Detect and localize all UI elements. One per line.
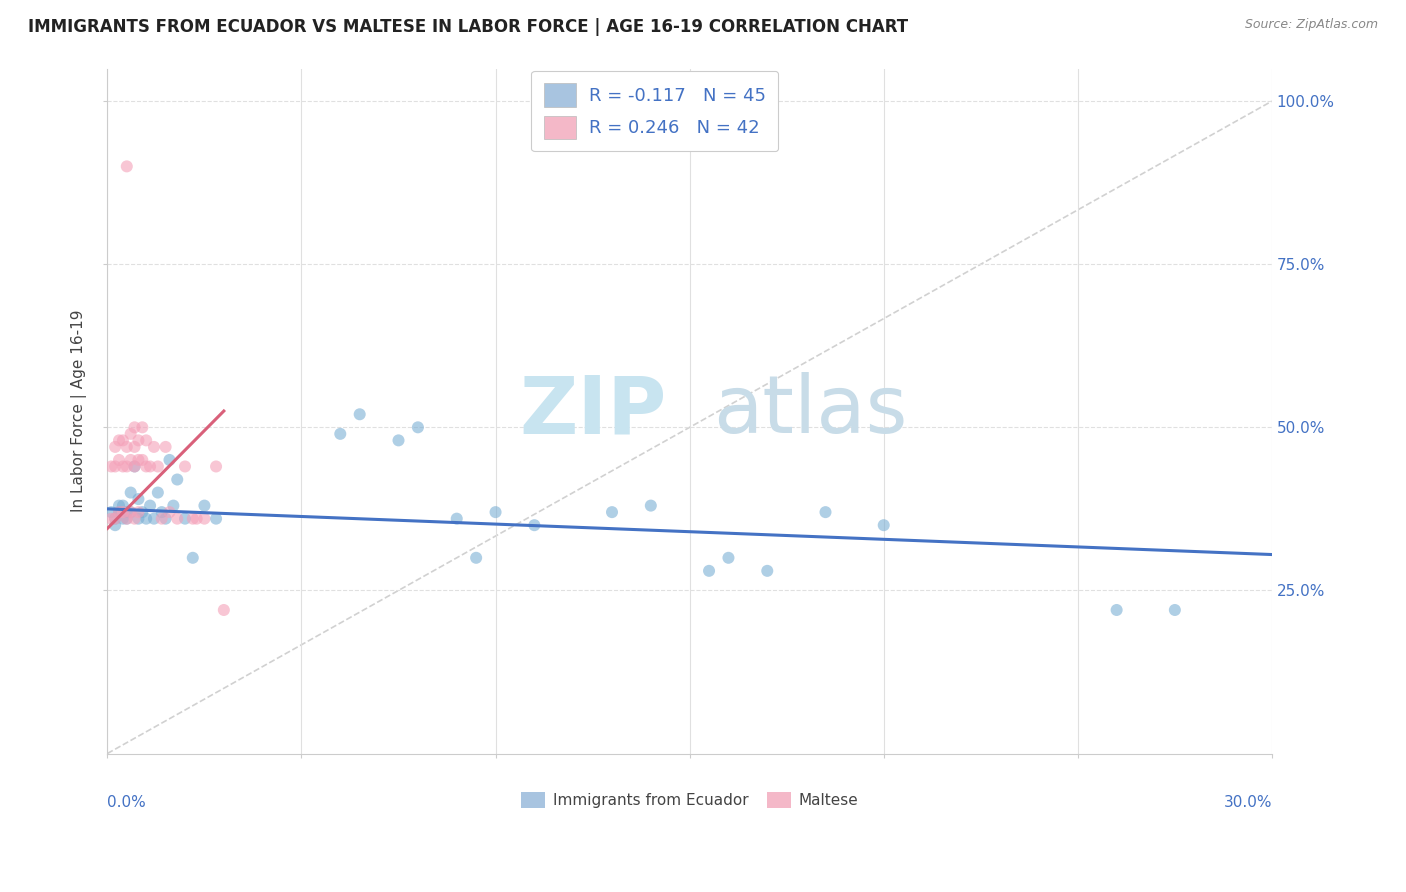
Point (111, 499, 134, 513)
Point (166, 473, 188, 487)
Point (124, 459, 146, 474)
Point (150, 511, 173, 525)
Point (814, 505, 837, 519)
Point (143, 440, 166, 454)
Point (115, 440, 138, 454)
Point (100, 511, 122, 525)
Point (1164, 603, 1187, 617)
Point (115, 459, 138, 474)
Point (146, 485, 169, 500)
Point (166, 511, 188, 525)
Point (115, 511, 138, 525)
Point (150, 505, 173, 519)
Point (115, 160, 138, 174)
Point (446, 511, 468, 525)
Text: IMMIGRANTS FROM ECUADOR VS MALTESE IN LABOR FORCE | AGE 16-19 CORRELATION CHART: IMMIGRANTS FROM ECUADOR VS MALTESE IN LA… (28, 18, 908, 36)
Point (139, 459, 162, 474)
Point (484, 505, 506, 519)
Point (120, 505, 142, 519)
Point (124, 420, 146, 434)
Point (155, 511, 177, 525)
Point (139, 499, 162, 513)
Point (127, 492, 149, 507)
Point (181, 511, 204, 525)
Point (115, 505, 138, 519)
Point (212, 603, 235, 617)
Point (697, 564, 720, 578)
Legend: Immigrants from Ecuador, Maltese: Immigrants from Ecuador, Maltese (515, 786, 865, 814)
Point (104, 511, 127, 525)
Point (756, 564, 779, 578)
Point (111, 505, 134, 519)
Point (104, 518, 127, 533)
Point (124, 459, 146, 474)
Point (155, 440, 177, 454)
Point (127, 505, 149, 519)
Point (127, 434, 149, 448)
Point (124, 511, 146, 525)
Point (640, 499, 662, 513)
Point (120, 453, 142, 467)
Point (873, 518, 896, 533)
Point (108, 453, 131, 467)
Point (120, 505, 142, 519)
Point (465, 550, 488, 565)
Point (193, 511, 215, 525)
Point (159, 505, 181, 519)
Point (600, 505, 623, 519)
Point (131, 420, 153, 434)
Point (162, 499, 184, 513)
Text: ZIP: ZIP (519, 372, 666, 450)
Point (111, 459, 134, 474)
Point (124, 440, 146, 454)
Point (387, 434, 409, 448)
Point (111, 511, 134, 525)
Point (100, 505, 122, 519)
Point (193, 499, 215, 513)
Point (174, 459, 197, 474)
Text: Source: ZipAtlas.com: Source: ZipAtlas.com (1244, 18, 1378, 31)
Text: 30.0%: 30.0% (1223, 795, 1272, 810)
Point (135, 459, 157, 474)
Point (108, 505, 131, 519)
Point (523, 518, 546, 533)
Point (131, 453, 153, 467)
Point (127, 511, 149, 525)
Point (717, 550, 740, 565)
Point (111, 434, 134, 448)
Point (1105, 603, 1128, 617)
Point (108, 499, 131, 513)
Point (104, 459, 127, 474)
Point (104, 440, 127, 454)
Point (186, 511, 208, 525)
Point (104, 511, 127, 525)
Point (143, 511, 166, 525)
Point (100, 459, 122, 474)
Point (181, 550, 204, 565)
Point (205, 511, 228, 525)
Point (146, 459, 169, 474)
Point (108, 434, 131, 448)
Point (120, 426, 142, 441)
Point (174, 511, 197, 525)
Point (127, 453, 149, 467)
Point (108, 505, 131, 519)
Point (135, 434, 157, 448)
Point (349, 407, 371, 421)
Y-axis label: In Labor Force | Age 16-19: In Labor Force | Age 16-19 (72, 310, 87, 512)
Point (406, 420, 429, 434)
Point (135, 511, 157, 525)
Point (159, 453, 181, 467)
Point (205, 459, 228, 474)
Text: atlas: atlas (713, 372, 907, 450)
Text: 0.0%: 0.0% (107, 795, 146, 810)
Point (131, 505, 153, 519)
Point (329, 426, 352, 441)
Point (115, 511, 138, 525)
Point (120, 485, 142, 500)
